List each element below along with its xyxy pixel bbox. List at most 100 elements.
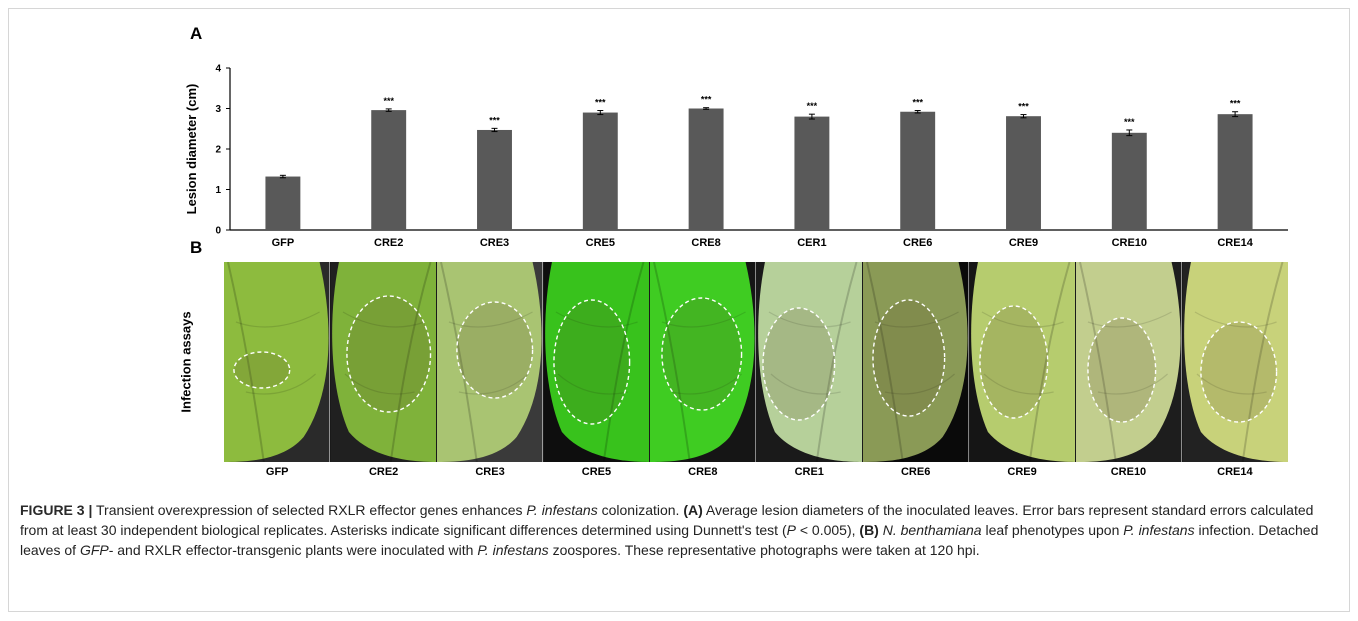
bar-GFP bbox=[265, 176, 301, 230]
significance-label-CRE2: *** bbox=[383, 96, 394, 106]
leaf-blade-CRE2 bbox=[331, 262, 436, 462]
caption-ref-a: (A) bbox=[683, 502, 703, 518]
bar-CRE3 bbox=[477, 129, 512, 230]
lesion-outline-CRE2 bbox=[345, 295, 431, 413]
x-tick-label-CRE2: CRE2 bbox=[374, 237, 403, 249]
leaf-vein-side-CRE2 bbox=[342, 311, 425, 328]
leaf-label-CRE10: CRE10 bbox=[1110, 466, 1147, 478]
caption-text-7: - and RXLR effector-transgenic plants we… bbox=[108, 542, 478, 558]
bar-CRE6 bbox=[900, 111, 936, 230]
leaf-vein-side2-CRE1 bbox=[770, 373, 841, 395]
leaf-label-CRE5: CRE5 bbox=[581, 466, 612, 478]
leaf-vein-main-CRE14 bbox=[1241, 262, 1283, 462]
leaf-vein-main-CRE1 bbox=[815, 262, 857, 462]
leaf-label-CRE3: CRE3 bbox=[475, 466, 505, 478]
leaf-photo-svg-CRE6 bbox=[863, 262, 969, 462]
x-tick-label-GFP: GFP bbox=[272, 237, 295, 249]
leaf-vein-side2-CRE14 bbox=[1196, 373, 1267, 395]
bar-CRE10 bbox=[1111, 132, 1147, 230]
leaf-blade-CRE5 bbox=[544, 262, 649, 462]
infection-assays-label: Infection assays bbox=[178, 311, 194, 413]
leaf-blade-CRE6 bbox=[863, 262, 968, 462]
y-tick-label-1: 1 bbox=[215, 185, 221, 196]
lesion-area-CRE2 bbox=[346, 296, 431, 412]
leaf-photo-svg-CRE9 bbox=[969, 262, 1075, 462]
caption-text-5: leaf phenotypes upon bbox=[981, 522, 1124, 538]
leaf-label-CRE8: CRE8 bbox=[688, 466, 718, 478]
caption-ref-b: (B) bbox=[859, 522, 879, 538]
caption-species-3: P. infestans bbox=[1123, 522, 1195, 538]
x-tick-label-CRE9: CRE9 bbox=[1009, 237, 1038, 249]
leaf-label-CRE2: CRE2 bbox=[368, 466, 399, 478]
x-tick-label-CRE3: CRE3 bbox=[480, 237, 509, 249]
x-tick-label-CRE14: CRE14 bbox=[1217, 237, 1253, 249]
leaf-vein-side2-CRE6 bbox=[884, 373, 955, 395]
lesion-bar-chart: 0 1 2 3 4 Lesion diameter (cm) GFP *** CRE2 *** CR… bbox=[184, 64, 1288, 249]
significance-label-CRE9: *** bbox=[1018, 102, 1029, 112]
leaf-vein-side-CRE9 bbox=[981, 311, 1064, 328]
lesion-area-CRE10 bbox=[1087, 318, 1156, 422]
lesion-area-CRE3 bbox=[456, 302, 533, 398]
leaf-vein-side-GFP bbox=[235, 311, 320, 328]
leaf-vein-main-CRE10 bbox=[1079, 262, 1117, 462]
leaf-label-row: GFP CRE2 CRE3 CRE5 CRE8 CRE1 CRE6 CRE9 CRE10 CRE1… bbox=[224, 466, 1288, 478]
bar-CRE5 bbox=[582, 112, 618, 230]
panel-a-label: A bbox=[190, 24, 203, 43]
x-tick-label-CER1: CER1 bbox=[797, 237, 826, 249]
caption-text-8: zoospores. These representative photogra… bbox=[548, 542, 980, 558]
leaf-vein-main-CRE3 bbox=[440, 262, 478, 462]
lesion-outline-CRE10 bbox=[1087, 317, 1157, 423]
caption-text-2: colonization. bbox=[597, 502, 684, 518]
y-tick-label-2: 2 bbox=[215, 145, 221, 156]
y-axis-label: Lesion diameter (cm) bbox=[184, 84, 199, 215]
x-tick-label-CRE10: CRE10 bbox=[1112, 237, 1147, 249]
leaf-vein-side-CRE14 bbox=[1194, 311, 1277, 328]
caption-p-symbol: P bbox=[786, 522, 796, 538]
leaf-photo-CRE2 bbox=[330, 262, 437, 462]
leaf-label-CRE9: CRE9 bbox=[1007, 466, 1037, 478]
significance-label-CRE5: *** bbox=[595, 98, 606, 108]
leaf-photo-svg-GFP bbox=[224, 262, 330, 462]
lesion-area-CRE5 bbox=[553, 300, 630, 424]
leaf-photo-CRE5 bbox=[543, 262, 650, 462]
y-tick-label-3: 3 bbox=[215, 104, 221, 115]
leaf-vein-side-CRE3 bbox=[448, 311, 533, 328]
leaf-vein-side2-CRE3 bbox=[458, 373, 529, 395]
leaf-photo-CRE9 bbox=[969, 262, 1076, 462]
leaf-photo-CRE3 bbox=[437, 262, 544, 462]
leaf-photo-svg-CRE10 bbox=[1076, 262, 1182, 462]
bar-CRE2 bbox=[371, 110, 407, 230]
caption-text-6: infection. Detached leaves of bbox=[20, 522, 1319, 558]
leaf-blade-GFP bbox=[224, 262, 329, 462]
leaf-photo-svg-CRE3 bbox=[437, 262, 543, 462]
panel-b-label: B bbox=[190, 238, 203, 257]
caption-text-3: Average lesion diameters of the inoculat… bbox=[20, 502, 1314, 538]
leaf-photo-CRE10 bbox=[1076, 262, 1183, 462]
lesion-outline-CRE5 bbox=[552, 299, 630, 425]
lesion-area-GFP bbox=[233, 352, 290, 388]
leaf-vein-side-CRE8 bbox=[661, 311, 746, 328]
figure-caption: FIGURE 3 | Transient overexpression of s… bbox=[20, 500, 1340, 560]
y-tick-label-4: 4 bbox=[215, 64, 221, 75]
significance-label-CRE14: *** bbox=[1230, 99, 1241, 109]
lesion-area-CRE6 bbox=[872, 300, 945, 416]
leaf-blade-CRE9 bbox=[970, 262, 1075, 462]
lesion-outline-CRE8 bbox=[661, 297, 743, 411]
bar-CRE8 bbox=[688, 108, 724, 230]
leaf-vein-side-CRE10 bbox=[1087, 311, 1172, 328]
caption-gfp: GFP bbox=[79, 542, 109, 558]
caption-text-1: Transient overexpression of selected RXL… bbox=[92, 502, 527, 518]
leaf-vein-main-CRE2 bbox=[389, 262, 431, 462]
significance-label-CRE10: *** bbox=[1124, 117, 1135, 127]
leaf-photo-GFP bbox=[224, 262, 331, 462]
leaf-photo-svg-CRE5 bbox=[543, 262, 649, 462]
leaf-blade-CRE3 bbox=[437, 262, 542, 462]
caption-species-1: P. infestans bbox=[526, 502, 598, 518]
leaf-vein-main-GFP bbox=[227, 262, 265, 462]
leaf-photo-svg-CRE2 bbox=[330, 262, 436, 462]
x-tick-label-CRE6: CRE6 bbox=[903, 237, 932, 249]
leaf-photo-svg-CRE1 bbox=[756, 262, 862, 462]
leaf-label-GFP: GFP bbox=[265, 466, 289, 478]
lesion-outline-CRE3 bbox=[456, 301, 534, 399]
lesion-area-CRE9 bbox=[979, 306, 1048, 418]
